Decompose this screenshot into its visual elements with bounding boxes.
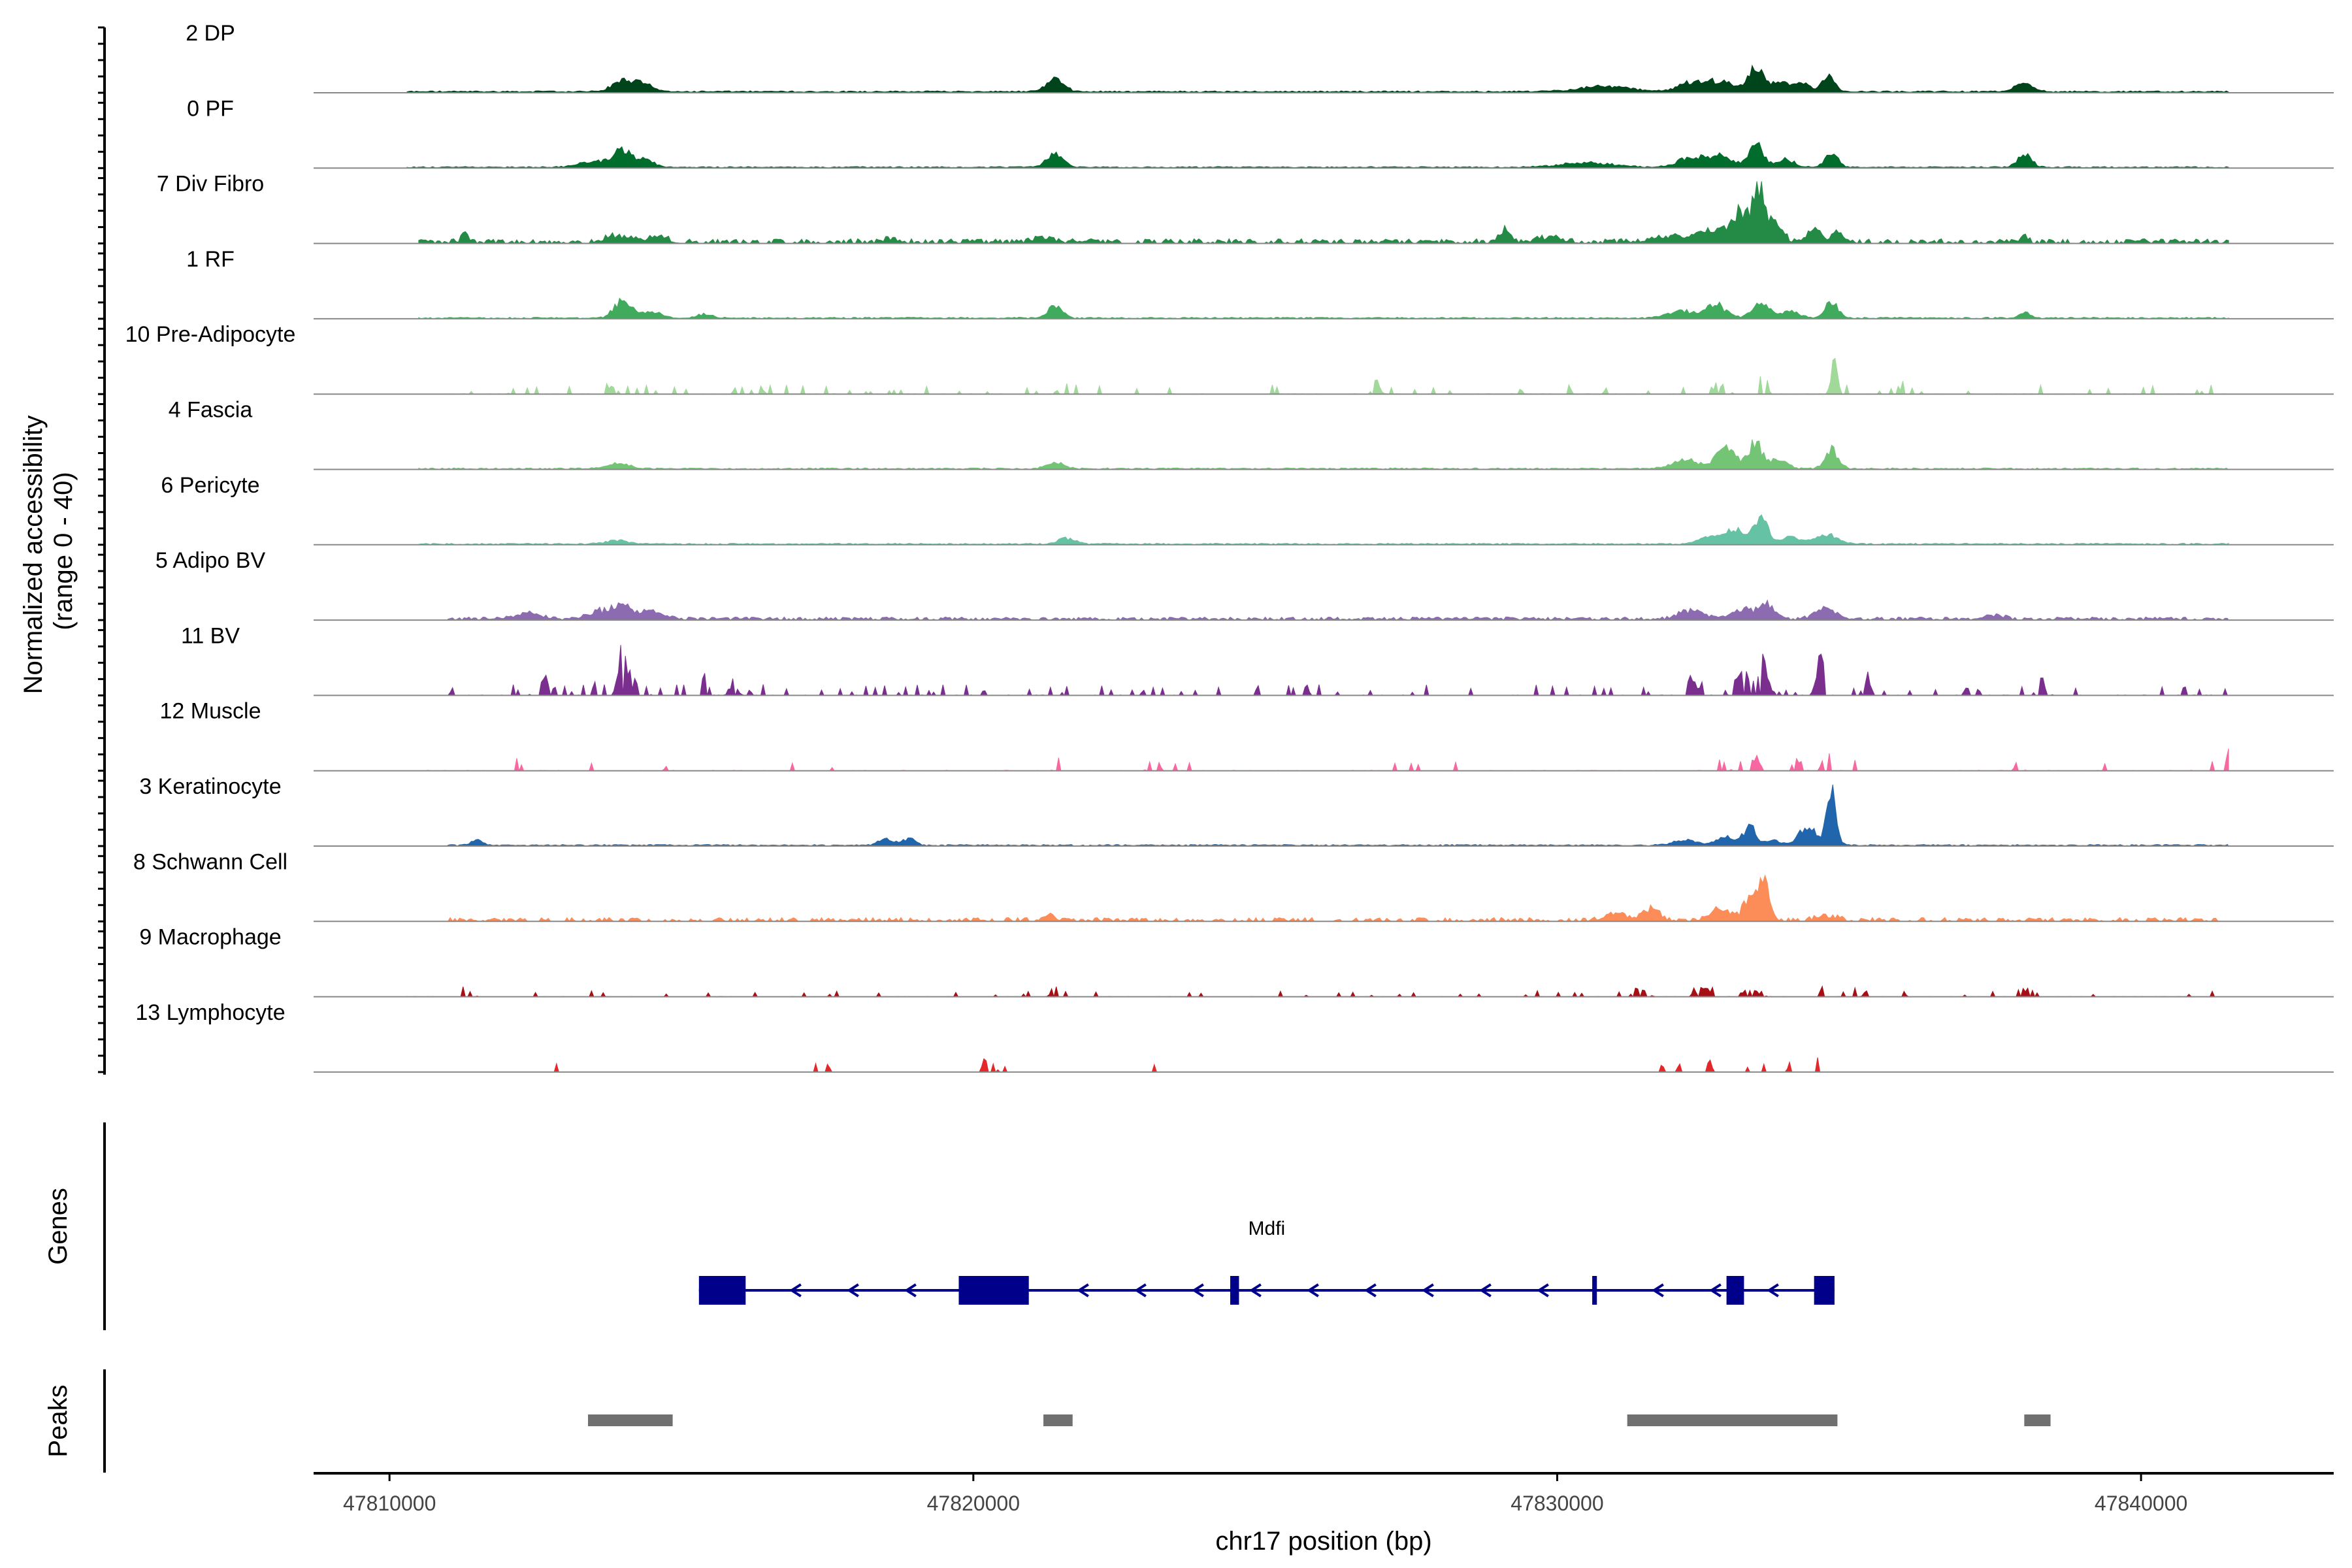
strand-arrow xyxy=(1192,1283,1204,1298)
track-3-keratinocyte: 3 Keratinocyte xyxy=(139,774,2334,847)
peaks-y-axis-label: Peaks xyxy=(44,1384,73,1457)
strand-arrow xyxy=(1652,1283,1664,1298)
track-label: 11 BV xyxy=(181,623,240,648)
gene-name-label: Mdfi xyxy=(1249,1218,1286,1239)
track-label: 9 Macrophage xyxy=(139,925,281,950)
track-label: 8 Schwann Cell xyxy=(133,849,287,874)
track-label: 12 Muscle xyxy=(160,699,261,724)
peaks-panel: Peaks xyxy=(44,1369,2051,1473)
track-10-pre-adipocyte: 10 Pre-Adipocyte xyxy=(125,322,2334,396)
gene-exon xyxy=(958,1276,1029,1305)
strand-arrow xyxy=(1077,1283,1089,1298)
track-label: 4 Fascia xyxy=(169,398,253,423)
track-9-macrophage: 9 Macrophage xyxy=(139,925,2334,998)
track-coverage-area xyxy=(407,1057,2229,1073)
track-13-lymphocyte: 13 Lymphocyte xyxy=(135,1000,2334,1073)
track-12-muscle: 12 Muscle xyxy=(160,699,2334,772)
track-5-adipo-bv: 5 Adipo BV xyxy=(155,548,2334,621)
track-label: 2 DP xyxy=(186,21,235,46)
strand-arrow xyxy=(1537,1283,1549,1298)
coverage-panel: Normalized accessibility (range 0 - 40) … xyxy=(19,21,2334,1075)
x-axis: 47810000 47820000 47830000 47840000 chr17 p… xyxy=(314,1472,2334,1556)
track-6-pericyte: 6 Pericyte xyxy=(161,473,2334,546)
strand-arrow xyxy=(1249,1283,1262,1298)
peak-regions xyxy=(588,1414,2051,1426)
coverage-y-ticks xyxy=(98,26,105,1073)
track-7-div-fibro: 7 Div Fibro xyxy=(157,172,2334,244)
x-tick-label: 47810000 xyxy=(343,1492,436,1515)
gene-exon xyxy=(1230,1276,1239,1305)
genes-panel: Genes Mdfi xyxy=(44,1122,1835,1330)
track-coverage-area xyxy=(418,439,2230,470)
track-coverage-area xyxy=(418,297,2229,319)
track-8-schwann-cell: 8 Schwann Cell xyxy=(133,849,2334,923)
track-coverage-area xyxy=(448,874,2229,923)
track-label: 13 Lymphocyte xyxy=(135,1000,285,1025)
track-label: 5 Adipo BV xyxy=(155,548,266,573)
track-label: 1 RF xyxy=(186,247,235,272)
track-label: 0 PF xyxy=(187,96,234,121)
track-label: 7 Div Fibro xyxy=(157,172,264,197)
track-coverage-area xyxy=(418,748,2229,772)
track-0-pf: 0 PF xyxy=(187,96,2334,169)
track-1-rf: 1 RF xyxy=(186,247,2334,319)
track-2-dp: 2 DP xyxy=(186,21,2334,93)
strand-arrow xyxy=(847,1283,859,1298)
track-label: 3 Keratinocyte xyxy=(139,774,281,799)
gene-exon xyxy=(698,1276,746,1305)
coverage-y-axis-label: Normalized accessibility (range 0 - 40) xyxy=(19,408,78,694)
track-11-bv: 11 BV xyxy=(181,623,2334,697)
x-tick-label: 47820000 xyxy=(927,1492,1020,1515)
track-coverage-area xyxy=(418,514,2229,546)
peak-region xyxy=(588,1414,673,1426)
strand-arrow xyxy=(1479,1283,1492,1298)
track-label: 10 Pre-Adipocyte xyxy=(125,322,296,347)
track-4-fascia: 4 Fascia xyxy=(169,398,2334,470)
strand-arrow xyxy=(1422,1283,1434,1298)
track-coverage-area xyxy=(448,784,2230,847)
strand-arrow xyxy=(1364,1283,1377,1298)
coverage-y-axis-label-line1: Normalized accessibility xyxy=(19,416,48,694)
strand-arrow xyxy=(1709,1283,1722,1298)
coverage-tracks: 2 DP 0 PF 7 Div Fibro 1 RF 10 Pre-Adipocyte 4… xyxy=(125,21,2334,1073)
track-coverage-area xyxy=(406,64,2229,93)
track-coverage-area xyxy=(406,985,2229,998)
peak-region xyxy=(1043,1414,1073,1426)
strand-arrow xyxy=(904,1283,917,1298)
strand-arrow xyxy=(789,1283,802,1298)
x-axis-label: chr17 position (bp) xyxy=(1215,1527,1431,1556)
x-axis-ticks: 47810000 47820000 47830000 47840000 xyxy=(343,1473,2187,1515)
track-coverage-area xyxy=(448,357,2229,396)
genes-y-axis-label: Genes xyxy=(44,1188,73,1265)
track-coverage-area xyxy=(406,142,2229,169)
track-coverage-area xyxy=(447,645,2229,697)
strand-arrow xyxy=(1134,1283,1147,1298)
track-coverage-area xyxy=(448,599,2230,621)
gene-exon xyxy=(1592,1276,1597,1305)
peak-region xyxy=(2024,1414,2051,1426)
track-coverage-area xyxy=(418,181,2229,244)
strand-arrow xyxy=(1767,1283,1779,1298)
coverage-y-axis-label-line2: (range 0 - 40) xyxy=(49,472,78,630)
gene-exon xyxy=(1726,1276,1744,1305)
gene-exon xyxy=(1814,1276,1835,1305)
gene-model xyxy=(698,1276,1835,1305)
peak-region xyxy=(1627,1414,1838,1426)
x-tick-label: 47830000 xyxy=(1511,1492,1603,1515)
strand-arrow xyxy=(1307,1283,1319,1298)
track-label: 6 Pericyte xyxy=(161,473,259,498)
x-tick-label: 47840000 xyxy=(2095,1492,2187,1515)
